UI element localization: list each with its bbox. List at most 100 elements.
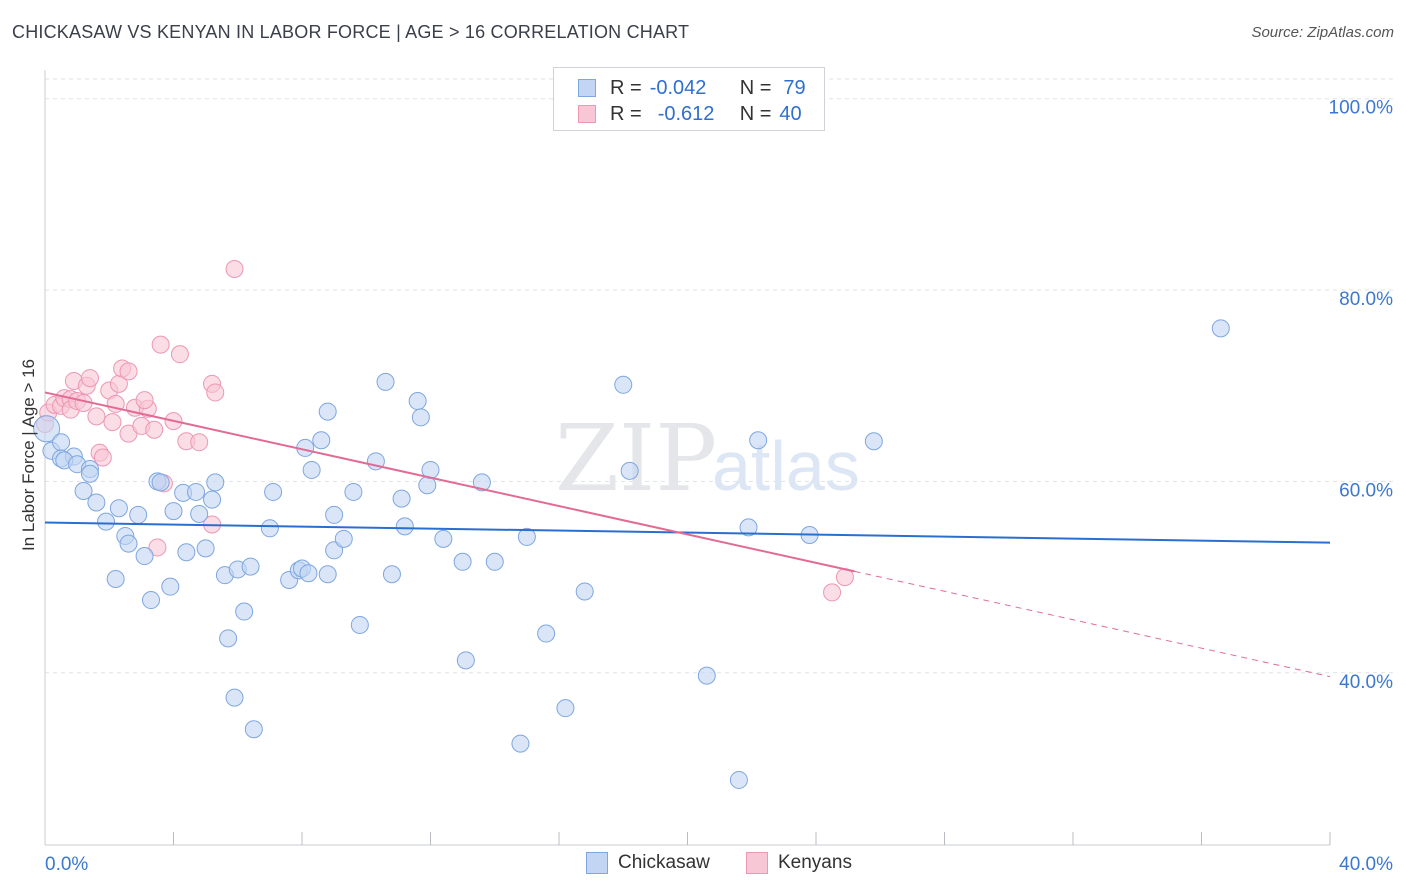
kenyan-point (148, 538, 167, 557)
chickasaw-point (225, 688, 244, 707)
kenyan-point (135, 391, 154, 410)
chickasaw-point (344, 482, 363, 501)
chickasaw-point (434, 529, 453, 548)
kenyan-trend-line (44, 391, 855, 573)
chickasaw-point (299, 564, 318, 583)
r-label: R = (610, 76, 642, 99)
chickasaw-point (80, 464, 99, 483)
y-tick-label: 100.0% (1329, 98, 1394, 119)
chickasaw-point (177, 543, 196, 562)
chickasaw-point (334, 529, 353, 548)
n-value-chickasaw: 79 (783, 76, 806, 99)
kenyan-point (93, 448, 112, 467)
chickasaw-point (241, 557, 260, 576)
kenyan-point (119, 362, 138, 381)
chickasaw-trend-line (44, 521, 1331, 544)
chickasaw-point (739, 518, 758, 537)
chickasaw-points (33, 319, 1230, 789)
chickasaw-point (472, 473, 491, 492)
chickasaw-point (106, 570, 125, 589)
chickasaw-legend-swatch (586, 852, 608, 874)
chickasaw-point (164, 502, 183, 521)
kenyans-legend-swatch (746, 852, 768, 874)
chickasaw-point (190, 504, 209, 523)
chickasaw-point (302, 460, 321, 479)
chickasaw-point (97, 512, 116, 531)
kenyan-point (206, 383, 225, 402)
y-tick-label: 80.0% (1339, 289, 1393, 310)
kenyan-swatch (578, 105, 596, 123)
chickasaw-point (264, 482, 283, 501)
chickasaw-point (142, 591, 161, 610)
watermark-zip: ZIP (555, 405, 717, 512)
chickasaw-point (219, 629, 238, 648)
chickasaw-point (151, 473, 170, 492)
chickasaw-point (318, 402, 337, 421)
kenyan-point (170, 345, 189, 364)
kenyan-trend-extension (854, 570, 1331, 678)
x-tick-label-max: 40.0% (1339, 854, 1393, 875)
correlation-legend: R = -0.042 N = 79 R = -0.612 N = 40 (553, 67, 825, 131)
chickasaw-point (453, 552, 472, 571)
y-axis-label: In Labor Force | Age > 16 (19, 359, 38, 551)
chickasaw-point (74, 481, 93, 500)
chickasaw-point (864, 432, 883, 451)
chickasaw-point (52, 433, 71, 452)
chickasaw-point (749, 431, 768, 450)
chickasaw-point (87, 493, 106, 512)
chickasaw-point (556, 699, 575, 718)
chickasaw-point (161, 577, 180, 596)
kenyan-point (225, 260, 244, 279)
chickasaw-point (350, 615, 369, 634)
chickasaw-point (511, 734, 530, 753)
chickasaw-point (411, 408, 430, 427)
kenyan-point (103, 413, 122, 432)
chickasaw-point (318, 565, 337, 584)
chickasaw-point (109, 499, 128, 518)
legend-item-kenyans: Kenyans (746, 852, 852, 874)
chickasaw-point (196, 539, 215, 558)
chickasaw-point (697, 666, 716, 685)
chickasaw-point (129, 505, 148, 524)
chart-title: CHICKASAW VS KENYAN IN LABOR FORCE | AGE… (12, 22, 690, 42)
chickasaw-point (119, 534, 138, 553)
legend-row-kenyan: R = -0.612 N = 40 (578, 102, 802, 126)
source-credit: Source: ZipAtlas.com (1251, 24, 1394, 41)
chickasaw-point (260, 519, 279, 538)
chickasaw-point (1211, 319, 1230, 338)
kenyan-point (80, 369, 99, 388)
chickasaw-point (729, 770, 748, 789)
chickasaw-point (408, 392, 427, 411)
chickasaw-point (456, 651, 475, 670)
chickasaw-point (575, 582, 594, 601)
r-value-chickasaw: -0.042 (649, 76, 707, 99)
n-label: N = (739, 76, 772, 99)
chickasaw-swatch (578, 79, 596, 97)
kenyan-point (87, 407, 106, 426)
grid-layer (45, 78, 1395, 674)
kenyans-legend-label: Kenyans (778, 852, 852, 873)
chickasaw-point (186, 482, 205, 501)
chickasaw-point (485, 552, 504, 571)
y-tick-label: 40.0% (1339, 672, 1393, 693)
chickasaw-point (517, 527, 536, 546)
kenyan-point (151, 335, 170, 354)
chickasaw-point (382, 565, 401, 584)
legend-item-chickasaw: Chickasaw (586, 852, 710, 874)
r-label: R = (610, 102, 642, 125)
watermark-atlas: atlas (712, 427, 860, 505)
chickasaw-point (33, 415, 61, 443)
chickasaw-point (395, 517, 414, 536)
legend-row-chickasaw: R = -0.042 N = 79 (578, 76, 806, 100)
chickasaw-point (203, 490, 222, 509)
kenyan-point (823, 583, 842, 602)
chickasaw-point (244, 720, 263, 739)
chickasaw-point (206, 473, 225, 492)
ticklabel-layer: 40.0% 60.0% 80.0% 100.0% 0.0% 40.0% (45, 98, 1393, 875)
chickasaw-point (537, 624, 556, 643)
chickasaw-point (325, 541, 344, 560)
chickasaw-point (620, 461, 639, 480)
chickasaw-point (392, 489, 411, 508)
y-tick-label: 60.0% (1339, 480, 1393, 501)
